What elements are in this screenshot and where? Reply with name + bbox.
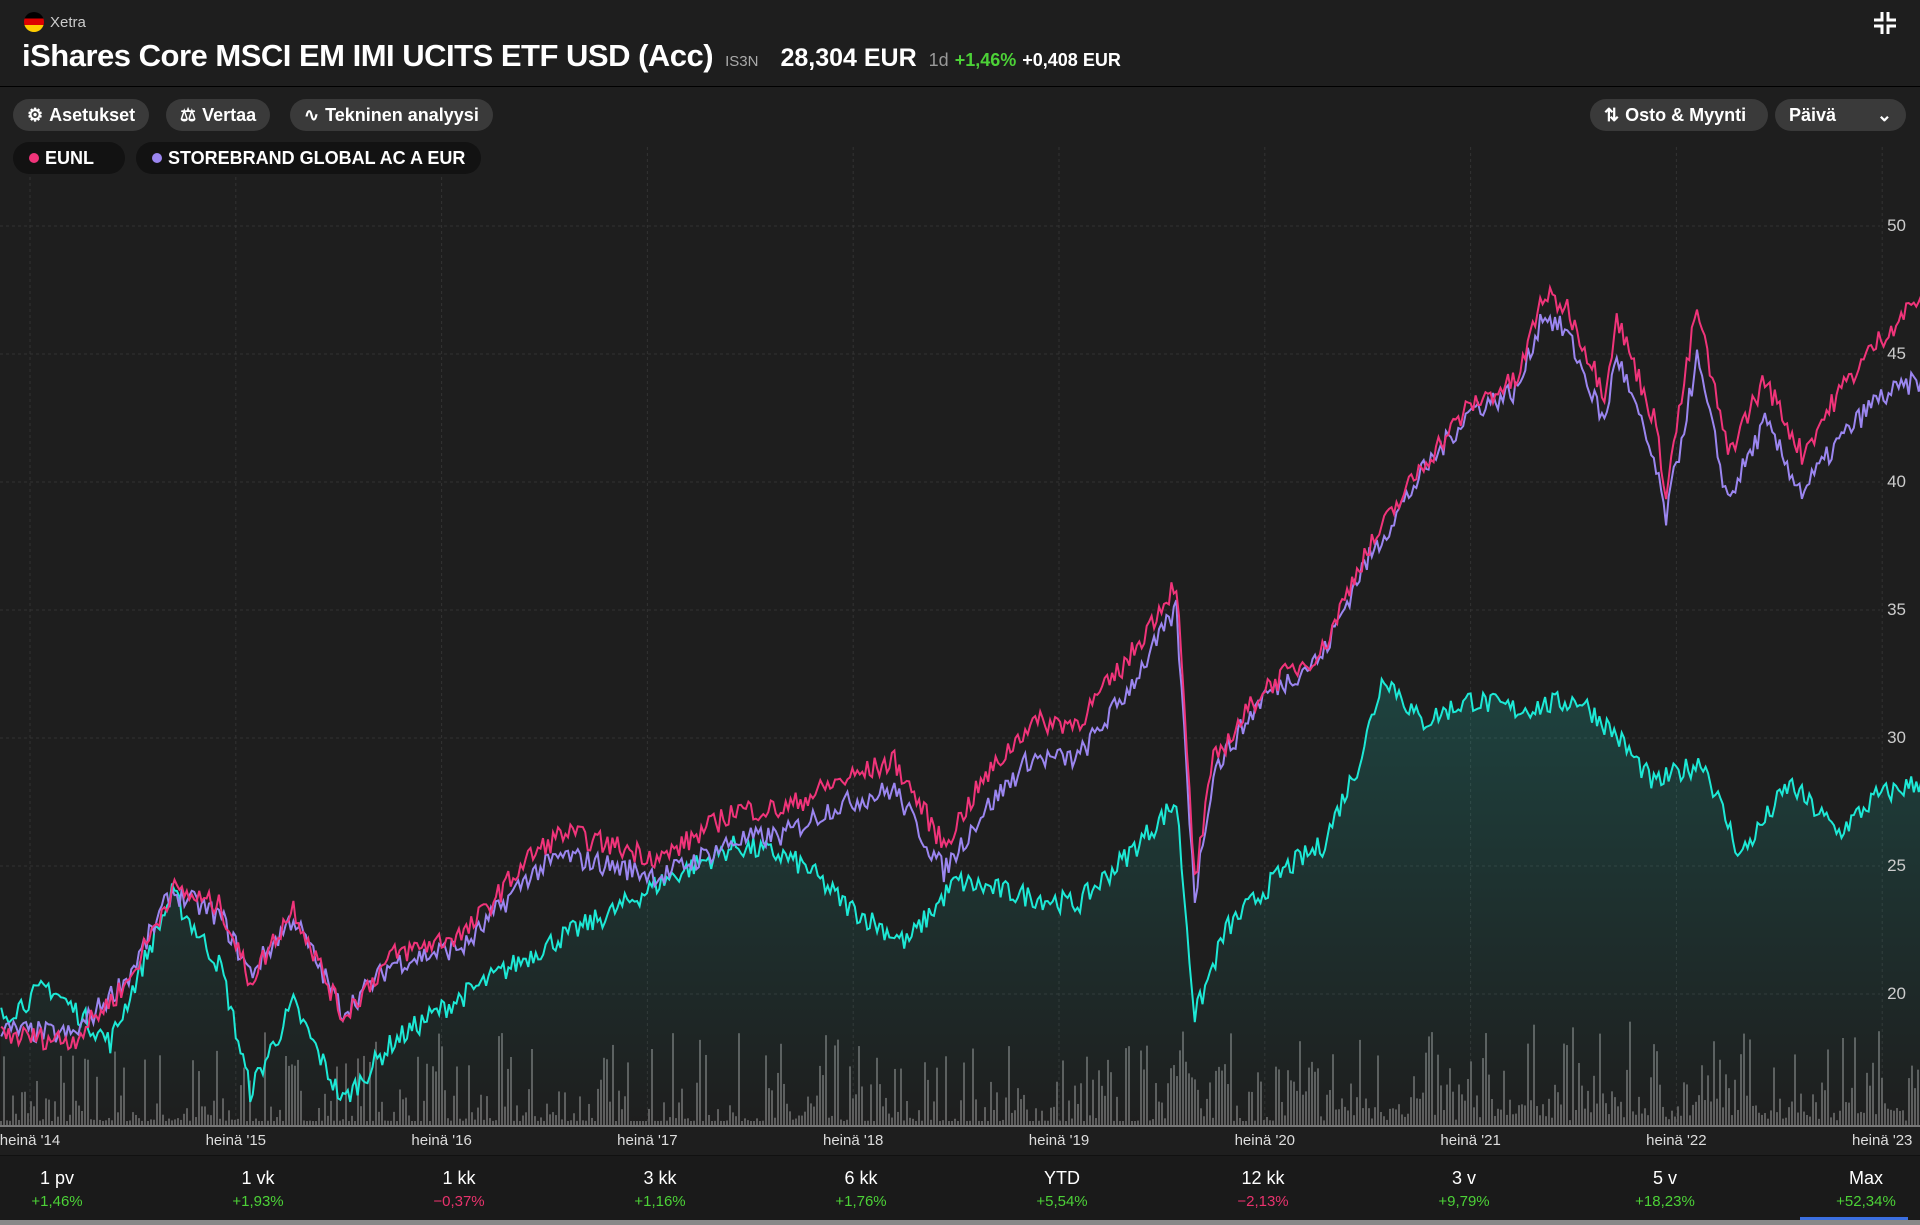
- selected-period-indicator: [1800, 1217, 1908, 1220]
- gear-icon: ⚙: [27, 104, 44, 125]
- exchange: Xetra: [24, 12, 86, 32]
- period: 1d: [928, 50, 949, 70]
- legend-dot: [152, 153, 162, 163]
- period-label: 1 pv: [39, 1168, 75, 1188]
- series-line-is3n: [0, 676, 1920, 1103]
- period-8[interactable]: 5 v +18,23%: [1605, 1168, 1725, 1210]
- technical-label: Tekninen analyysi: [325, 104, 479, 125]
- x-tick-label: heinä '22: [1646, 1132, 1707, 1149]
- period-return: +5,54%: [1036, 1193, 1088, 1210]
- chevron-down-icon: ⌄: [1876, 104, 1892, 125]
- period-label: 1 vk: [241, 1168, 275, 1188]
- technical-analysis-button[interactable]: ∿ Tekninen analyysi: [290, 99, 493, 131]
- settings-button[interactable]: ⚙ Asetukset: [13, 99, 150, 131]
- period-return: +1,93%: [232, 1193, 284, 1210]
- volume-bar: [0, 1121, 2, 1125]
- y-tick-label: 45: [1887, 344, 1906, 363]
- change-percent: +1,46%: [954, 50, 1017, 70]
- compare-label: Vertaa: [202, 104, 257, 125]
- price: 28,304 EUR: [780, 44, 917, 72]
- page-title: iShares Core MSCI EM IMI UCITS ETF USD (…: [22, 38, 714, 73]
- legend-item-eunl[interactable]: EUNL: [13, 142, 125, 174]
- period-3[interactable]: 3 kk +1,16%: [600, 1168, 720, 1210]
- period-label: YTD: [1044, 1168, 1080, 1188]
- period-6[interactable]: 12 kk −2,13%: [1203, 1168, 1323, 1210]
- x-tick-label: heinä '18: [822, 1132, 884, 1149]
- period-1[interactable]: 1 vk +1,93%: [198, 1168, 318, 1210]
- change-absolute: +0,408 EUR: [1022, 50, 1121, 70]
- interval-select[interactable]: Päivä ⌄: [1775, 99, 1906, 131]
- settings-label: Asetukset: [49, 104, 136, 125]
- period-label: 12 kk: [1241, 1168, 1285, 1188]
- period-label: 3 kk: [643, 1168, 677, 1188]
- legend-label: EUNL: [45, 147, 94, 168]
- period-9[interactable]: Max +52,34%: [1806, 1168, 1920, 1210]
- period-stats: 1 pv +1,46% 1 vk +1,93% 1 kk −0,37% 3 kk +1,16%…: [0, 1155, 1920, 1220]
- x-tick-label: heinä '23: [1851, 1132, 1913, 1149]
- exchange-label: Xetra: [50, 13, 86, 31]
- legend-item-storebrand[interactable]: STOREBRAND GLOBAL AC A EUR: [136, 142, 482, 174]
- scale-icon: ⚖: [180, 104, 197, 125]
- series-line-storebrand: [0, 313, 1920, 1044]
- period-7[interactable]: 3 v +9,79%: [1404, 1168, 1524, 1210]
- x-tick-label: heinä '14: [0, 1132, 61, 1149]
- period-return: −0,37%: [433, 1193, 485, 1210]
- period-return: +1,16%: [634, 1193, 686, 1210]
- y-tick-label: 35: [1887, 600, 1906, 619]
- x-tick-label: heinä '16: [411, 1132, 472, 1149]
- compare-button[interactable]: ⚖ Vertaa: [166, 99, 271, 131]
- collapse-icon[interactable]: [1872, 10, 1898, 36]
- period-label: 3 v: [1451, 1168, 1476, 1188]
- period-return: +52,34%: [1836, 1193, 1896, 1210]
- series-line-eunl: [0, 283, 1920, 1051]
- x-tick-label: heinä '19: [1028, 1132, 1090, 1149]
- period-return: +1,46%: [31, 1193, 83, 1210]
- period-label: 5 v: [1652, 1168, 1677, 1188]
- period-5[interactable]: YTD +5,54%: [1002, 1168, 1122, 1210]
- interval-label: Päivä: [1789, 104, 1837, 125]
- header: Xetra iShares Core MSCI EM IMI UCITS ETF…: [0, 0, 1920, 87]
- period-return: −2,13%: [1237, 1193, 1289, 1210]
- period-4[interactable]: 6 kk +1,76%: [801, 1168, 921, 1210]
- period-return: +9,79%: [1438, 1193, 1490, 1210]
- y-tick-label: 30: [1887, 728, 1906, 747]
- buy-sell-button[interactable]: ⇅ Osto & Myynti: [1590, 99, 1768, 131]
- volume-baseline: [0, 1125, 1920, 1127]
- scrollbar[interactable]: [0, 1220, 1920, 1225]
- legend-dot: [29, 153, 39, 163]
- period-0[interactable]: 1 pv +1,46%: [0, 1168, 117, 1210]
- period-label: 6 kk: [844, 1168, 878, 1188]
- x-tick-label: heinä '17: [617, 1132, 678, 1149]
- x-tick-label: heinä '21: [1440, 1132, 1501, 1149]
- ticker: IS3N: [725, 53, 759, 70]
- series-area-is3n: [1, 679, 1920, 1125]
- period-2[interactable]: 1 kk −0,37%: [399, 1168, 519, 1210]
- buy-sell-label: Osto & Myynti: [1625, 104, 1747, 125]
- y-tick-label: 20: [1887, 984, 1906, 1003]
- germany-flag-icon: [24, 12, 44, 32]
- price-chart[interactable]: [0, 87, 1920, 1155]
- period-return: +18,23%: [1635, 1193, 1695, 1210]
- y-tick-label: 50: [1887, 216, 1906, 235]
- x-tick-label: heinä '15: [205, 1132, 267, 1149]
- x-tick-label: heinä '20: [1234, 1132, 1296, 1149]
- y-tick-label: 25: [1887, 856, 1906, 875]
- legend-label: STOREBRAND GLOBAL AC A EUR: [168, 147, 466, 168]
- y-tick-label: 40: [1887, 472, 1906, 491]
- instrument-title: iShares Core MSCI EM IMI UCITS ETF USD (…: [22, 38, 1121, 74]
- period-label: Max: [1848, 1168, 1883, 1188]
- period-return: +1,76%: [835, 1193, 887, 1210]
- arrows-up-down-icon: ⇅: [1604, 104, 1620, 125]
- period-label: 1 kk: [442, 1168, 476, 1188]
- trend-line-icon: ∿: [304, 104, 320, 125]
